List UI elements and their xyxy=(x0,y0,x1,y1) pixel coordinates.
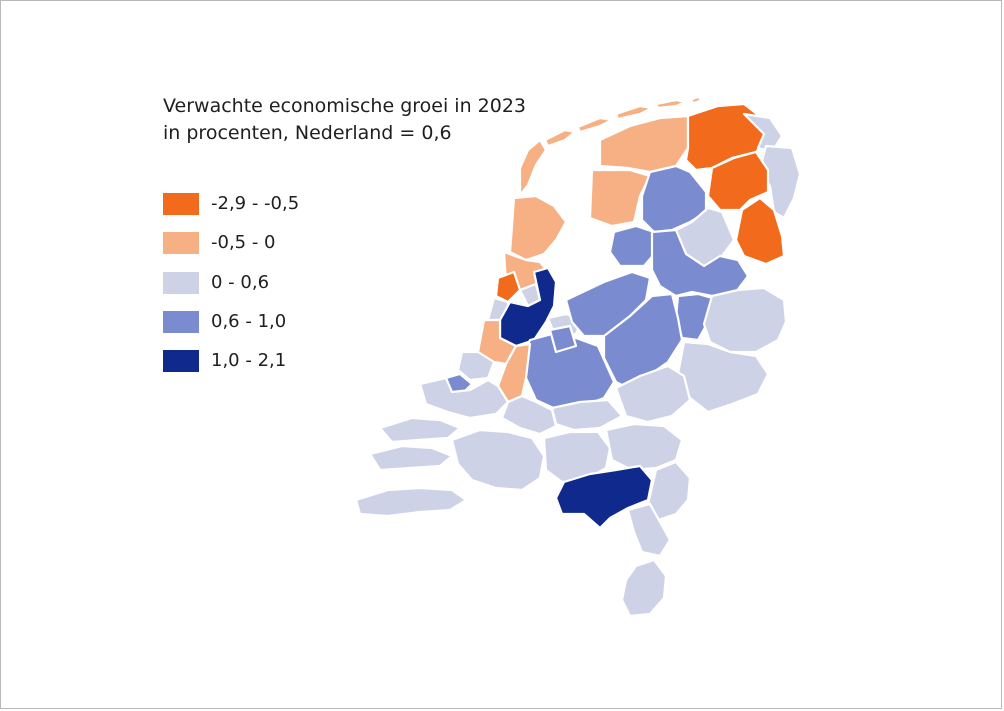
map-title-line-2: in procenten, Nederland = 0,6 xyxy=(163,122,452,144)
region-noordoost-noord-brabant xyxy=(604,422,684,472)
map-title-line-1: Verwachte economische groei in 2023 xyxy=(163,95,527,117)
region-wadden-5 xyxy=(654,98,688,110)
region-noordoostpolder xyxy=(608,224,658,268)
legend-swatch xyxy=(163,272,199,294)
legend-label: 1,0 - 2,1 xyxy=(211,350,287,371)
region-utrecht-inner xyxy=(548,324,578,354)
legend-swatch xyxy=(163,193,199,215)
region-zeeland-islands-mid xyxy=(368,444,454,472)
legend-swatch xyxy=(163,350,199,372)
region-zuidoost-zuid-holland xyxy=(500,394,558,436)
region-wadden-6 xyxy=(688,95,704,105)
region-midden-limburg xyxy=(626,502,672,558)
region-wadden-4 xyxy=(614,104,654,121)
region-twente xyxy=(702,286,788,354)
region-zuidwest-gelderland xyxy=(550,398,624,432)
region-west-noord-brabant xyxy=(450,428,546,492)
region-arnhem-nijmegen xyxy=(614,364,692,424)
map-title: Verwachte economische groei in 2023 in p… xyxy=(163,93,526,147)
region-ijmond xyxy=(494,270,522,304)
legend-label: 0,6 - 1,0 xyxy=(211,311,287,332)
region-veluwe xyxy=(602,292,684,392)
region-agglomeratie-s-gravenhage xyxy=(456,350,496,382)
region-zeeuwsch-vlaanderen xyxy=(354,486,468,518)
legend-label: 0 - 0,6 xyxy=(211,272,270,293)
legend-swatch xyxy=(163,232,199,254)
region-midden-noord-brabant xyxy=(542,430,612,484)
region-groot-rijnmond xyxy=(418,376,510,420)
region-zuidoost-noord-brabant xyxy=(554,464,654,530)
region-wadden-3 xyxy=(576,116,614,134)
region-noord-friesland xyxy=(598,114,690,174)
region-zeeland-islands-north xyxy=(378,416,462,444)
region-wadden-2 xyxy=(543,128,577,148)
legend-label: -2,9 - -0,5 xyxy=(211,193,300,214)
region-noord-drenthe xyxy=(706,150,770,212)
region-kop-van-noord-holland xyxy=(508,194,568,262)
legend-label: -0,5 - 0 xyxy=(211,232,276,253)
legend-swatch xyxy=(163,311,199,333)
region-zuid-limburg xyxy=(620,558,668,618)
wadden-islands xyxy=(518,95,704,197)
region-zuidwest-friesland xyxy=(588,168,652,228)
region-noord-overijssel xyxy=(650,228,750,298)
region-zuidoost-drenthe xyxy=(734,196,786,266)
region-wadden-1 xyxy=(518,138,548,197)
